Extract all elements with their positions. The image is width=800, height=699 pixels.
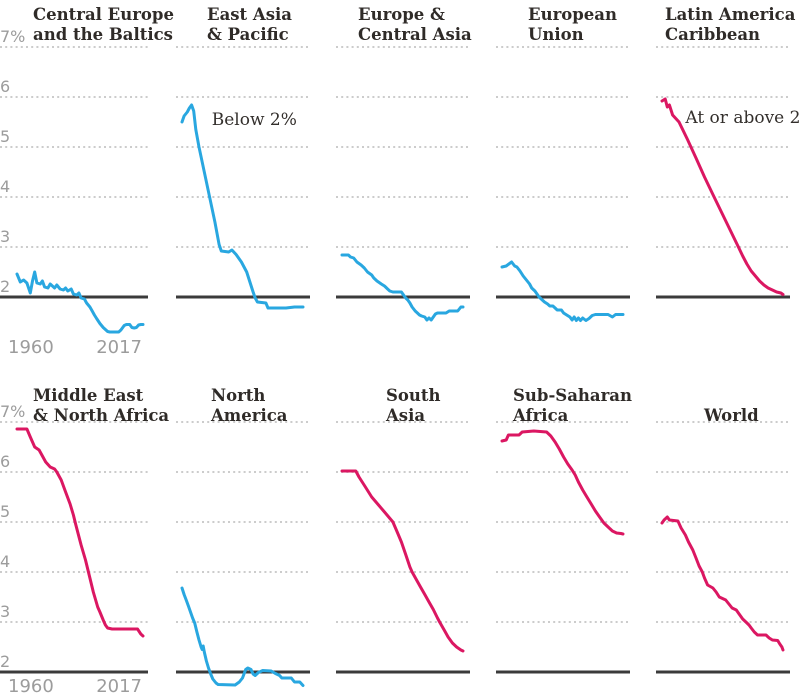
series-line-central-europe-and-the-baltics xyxy=(15,270,145,334)
x-tick-label-end: 2017 xyxy=(96,676,142,697)
panel-title-line: Africa xyxy=(513,406,569,425)
panel-title-line: Asia xyxy=(386,406,426,425)
panel-title-line: Sub-Saharan xyxy=(513,386,632,405)
panel-chart: 7% 6 5 4 3 2 1960 2017 xyxy=(0,402,148,697)
panel-title-line: and the Baltics xyxy=(33,25,173,44)
panel-chart xyxy=(496,46,630,322)
y-tick-label: 4 xyxy=(0,552,10,571)
x-tick-label-end: 2017 xyxy=(96,337,142,358)
series-line-north-america xyxy=(180,586,305,687)
panel-title-line: Latin America & xyxy=(665,5,800,24)
y-tick-label: 3 xyxy=(0,602,10,621)
panel-chart xyxy=(176,421,310,687)
y-tick-label: 7% xyxy=(0,27,25,46)
y-tick-label: 5 xyxy=(0,127,10,146)
series-line-european-union xyxy=(500,260,625,322)
panel-title: European Union xyxy=(528,5,617,45)
panel-title-line: South xyxy=(386,386,441,405)
y-tick-label: 4 xyxy=(0,177,10,196)
series-line-middle-east-north-africa xyxy=(15,427,145,638)
panel-title-line: & Pacific xyxy=(207,25,289,44)
series-line-latin-america-caribbean xyxy=(660,97,785,296)
panel-title: Sub-Saharan Africa xyxy=(513,384,632,426)
y-tick-label: 6 xyxy=(0,77,10,96)
panel-title-line: Union xyxy=(528,25,584,44)
legend-annotation: Below 2% xyxy=(212,110,297,130)
panel-chart xyxy=(336,421,470,674)
series-line-east-asia-pacific xyxy=(180,103,305,310)
panel-chart: At or above 2% xyxy=(656,46,800,299)
panel-chart: Below 2% xyxy=(176,46,310,310)
panel-title: East Asia & Pacific xyxy=(207,5,292,45)
panel-chart xyxy=(336,46,470,322)
panel-title: World xyxy=(704,384,759,426)
series-line-europe-central-asia xyxy=(340,253,465,322)
y-tick-label: 7% xyxy=(0,402,25,421)
panel-title-line: World xyxy=(704,406,759,425)
panel-title-line: Middle East xyxy=(33,386,144,405)
x-tick-label-start: 1960 xyxy=(8,337,54,358)
legend-annotation: At or above 2% xyxy=(684,108,800,128)
panel-title: South Asia xyxy=(386,384,441,426)
series-line-south-asia xyxy=(340,469,465,653)
panel-title-line: North xyxy=(211,386,266,405)
panel-title-line: & North Africa xyxy=(33,406,170,425)
panel-title-line: Central Europe xyxy=(33,5,174,24)
y-tick-label: 6 xyxy=(0,452,10,471)
panel-chart: 7% 6 5 4 3 2 1960 2017 xyxy=(0,27,148,358)
y-tick-label: 5 xyxy=(0,502,10,521)
panel-title-line: America xyxy=(211,406,288,425)
series-line-world xyxy=(660,515,785,652)
y-tick-label: 2 xyxy=(0,652,10,671)
panel-title-line: East Asia xyxy=(207,5,292,24)
y-tick-label: 3 xyxy=(0,227,10,246)
panel-chart xyxy=(656,421,790,674)
panel-title: Central Europe and the Baltics xyxy=(33,5,174,45)
panel-title: Middle East & North Africa xyxy=(33,384,169,426)
panel-title-line: Central Asia xyxy=(358,25,472,44)
panel-title-line: Europe & xyxy=(358,5,445,24)
panel-title: North America xyxy=(211,384,287,426)
panel-title-line: European xyxy=(528,5,617,24)
panel-title: Europe & Central Asia xyxy=(358,5,472,45)
panel-title-line: Caribbean xyxy=(665,25,761,44)
series-line-sub-saharan-africa xyxy=(500,429,625,536)
panel-title: Latin America &Caribbean xyxy=(665,5,800,45)
panel-chart xyxy=(496,421,630,674)
x-tick-label-start: 1960 xyxy=(8,676,54,697)
y-tick-label: 2 xyxy=(0,277,10,296)
